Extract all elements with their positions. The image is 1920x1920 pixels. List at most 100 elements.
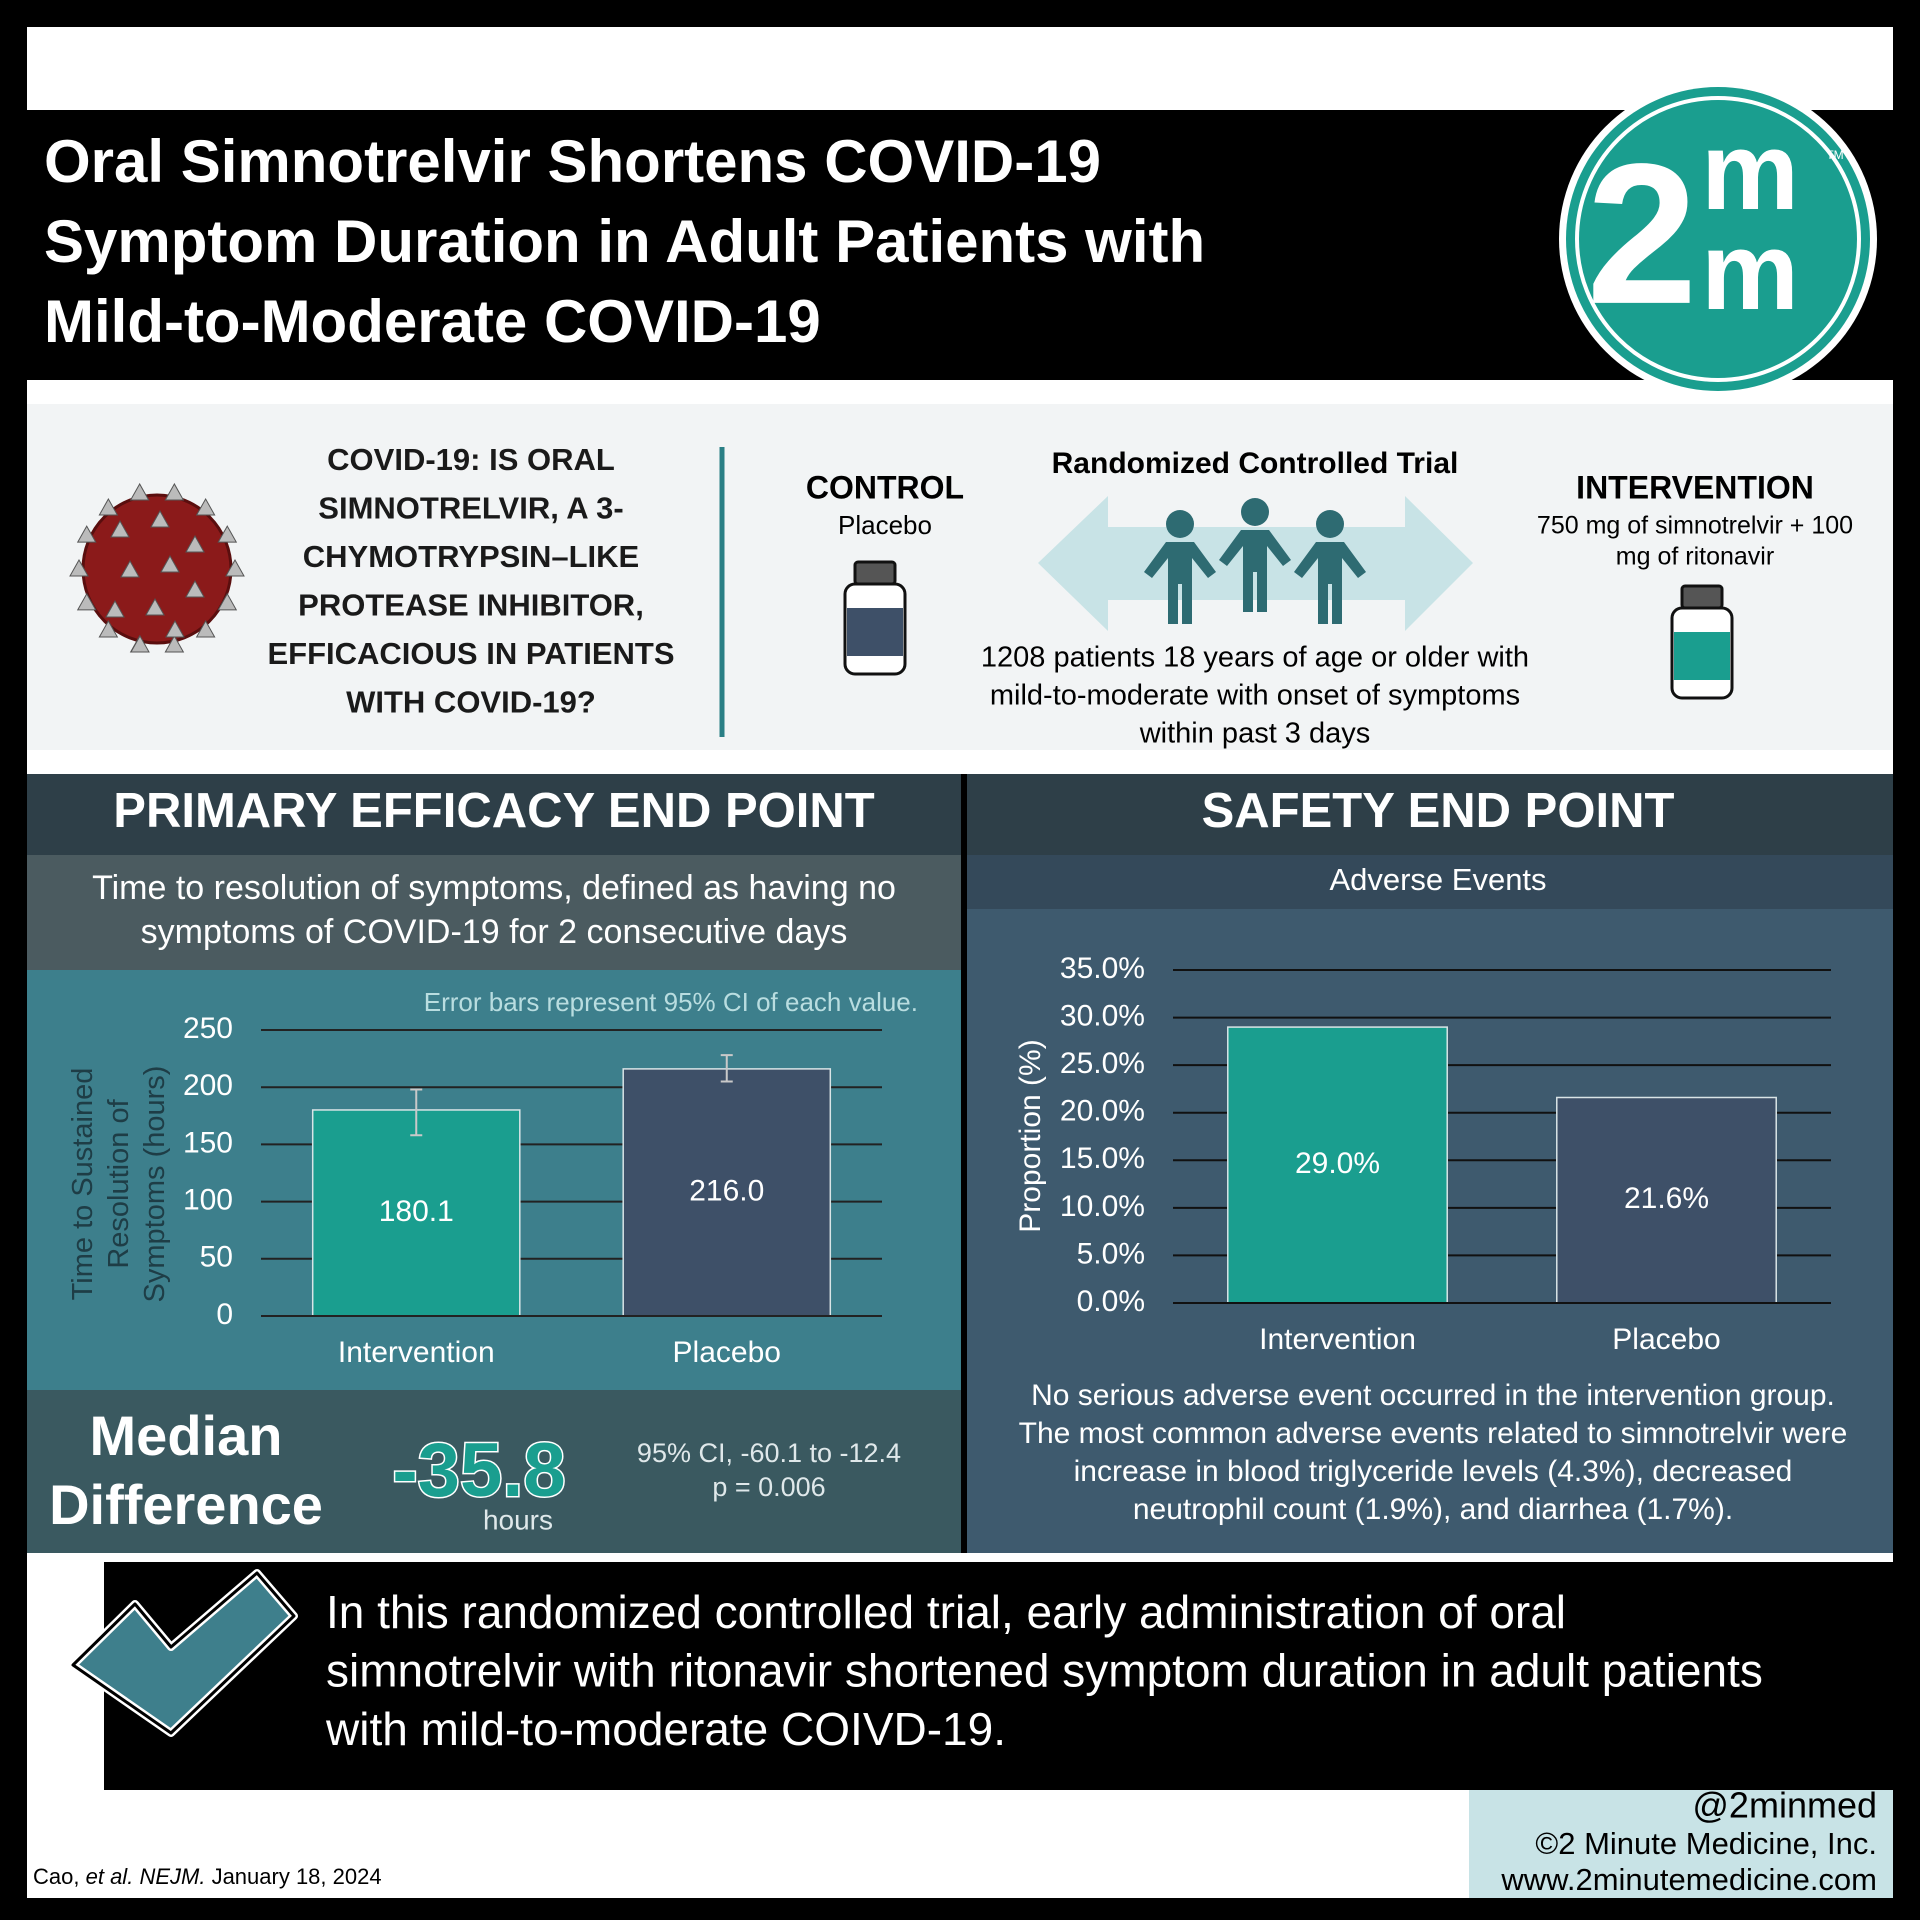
safety-note: increase in blood triglyceride levels (4… (1074, 1455, 1793, 1488)
intervention-bottle (1670, 584, 1734, 700)
y-tick-label: 5.0% (1077, 1237, 1145, 1270)
error-bar (720, 1054, 733, 1083)
safety-note: neutrophil count (1.9%), and diarrhea (1… (1133, 1493, 1733, 1526)
top-strip (27, 27, 1893, 110)
conclusion: simnotrelvir with ritonavir shortened sy… (326, 1645, 1763, 1697)
y-tick-label: 35.0% (1060, 952, 1145, 985)
virus-spike (160, 554, 180, 573)
value-label: 29.0% (1295, 1147, 1380, 1180)
y-tick-label: 0.0% (1077, 1285, 1145, 1318)
virus-spike (145, 597, 165, 616)
citation-journal: NEJM. (139, 1864, 206, 1889)
efficacy-header (27, 774, 961, 855)
virus-spike (110, 519, 130, 538)
median-band (27, 1390, 961, 1553)
y-tick-label: 0 (216, 1298, 233, 1331)
virus-spike (129, 482, 150, 501)
info-band (27, 404, 1893, 750)
citation: Cao, et al. NEJM. January 18, 2024 (33, 1864, 382, 1890)
virus-spike (98, 619, 119, 638)
endpoint-definition: Time to resolution of symptoms, defined … (92, 869, 896, 907)
conclusion: with mild-to-moderate COIVD-19. (325, 1703, 1006, 1755)
logo (1566, 87, 1870, 391)
x-tick-label: Intervention (1259, 1323, 1416, 1356)
y-tick-label: 10.0% (1060, 1190, 1145, 1223)
virus-spike (98, 497, 119, 516)
virus-spike (120, 559, 140, 578)
chart-annotation: Error bars represent 95% CI of each valu… (424, 987, 918, 1017)
question: EFFICACIOUS IN PATIENTS (267, 636, 674, 671)
conclusion: In this randomized controlled trial, ear… (326, 1586, 1566, 1638)
footer-handle: @2minmed (1692, 1785, 1877, 1826)
chart-title: Adverse Events (1329, 862, 1546, 897)
value-label: 216.0 (689, 1174, 764, 1207)
y-tick-label: 250 (183, 1012, 233, 1045)
virus-spike (130, 634, 150, 653)
question: PROTEASE INHIBITOR, (298, 588, 644, 623)
separator (27, 750, 1893, 774)
title: Symptom Duration in Adult Patients with (44, 208, 1205, 275)
y-tick-label: 30.0% (1060, 999, 1145, 1032)
median-value: -35.8 (392, 1428, 565, 1513)
virus-spike (217, 592, 238, 611)
logo-trademark: TM (1826, 148, 1843, 162)
panel-heading: SAFETY END POINT (1202, 784, 1675, 838)
median-ci: 95% CI, -60.1 to -12.4 (637, 1438, 901, 1468)
y-tick-label: 50 (200, 1241, 233, 1274)
y-axis-label: Time to Sustained Resolution of Symptoms… (67, 1065, 171, 1303)
x-tick-label: Intervention (338, 1336, 495, 1369)
virus-spike (165, 619, 185, 638)
logo-digit: 2 (1586, 123, 1697, 346)
footer-box (1469, 1790, 1893, 1898)
virus-spike (76, 525, 97, 543)
endpoint-definition: symptoms of COVID-19 for 2 consecutive d… (141, 913, 848, 951)
value-label: 180.1 (379, 1195, 454, 1228)
bar (1227, 1026, 1448, 1304)
title: Mild-to-Moderate COVID-19 (44, 288, 821, 355)
bar (311, 1109, 521, 1317)
safety-header (967, 774, 1893, 855)
control-label: CONTROL (806, 469, 964, 505)
question: SIMNOTRELVIR, A 3- (318, 491, 623, 526)
separator (27, 380, 1893, 404)
intervention-drug: mg of ritonavir (1616, 543, 1774, 571)
error-bar (410, 1088, 423, 1137)
question: WITH COVID-19? (346, 685, 596, 720)
placebo-bottle (843, 560, 907, 676)
value-label: 21.6% (1624, 1182, 1709, 1215)
logo-inner-ring (1575, 96, 1861, 382)
virus-spike (164, 635, 185, 653)
patients-icon (1144, 498, 1366, 624)
control-drug: Placebo (838, 510, 932, 540)
y-tick-label: 20.0% (1060, 1095, 1145, 1128)
median-p: p = 0.006 (712, 1472, 825, 1502)
median-label: Median (90, 1404, 283, 1467)
intervention-drug: 750 mg of simnotrelvir + 100 (1537, 512, 1853, 540)
trial-design: Randomized Controlled Trial (1052, 447, 1459, 480)
y-tick-label: 15.0% (1060, 1142, 1145, 1175)
median-label: Difference (49, 1473, 323, 1536)
logo-letter: m (1701, 210, 1799, 333)
virus-spike (185, 534, 205, 553)
virus-spike (217, 525, 238, 543)
footer-copyright: ©2 Minute Medicine, Inc. (1535, 1826, 1877, 1861)
footer-band (27, 1790, 1469, 1898)
y-axis-label: Proportion (%) (1014, 1039, 1047, 1232)
efficacy-definition-band (27, 855, 961, 970)
population: mild-to-moderate with onset of symptoms (990, 680, 1520, 712)
virus-icon (69, 482, 245, 653)
footer-website: www.2minutemedicine.com (1500, 1862, 1877, 1897)
virus-spike (69, 558, 89, 577)
citation-etal: et al. (85, 1864, 134, 1889)
safety-note: The most common adverse events related t… (1019, 1417, 1848, 1450)
panel-heading: PRIMARY EFFICACY END POINT (113, 784, 874, 838)
virus-spike (105, 599, 125, 618)
virus-spike (225, 558, 245, 577)
safety-note: No serious adverse event occurred in the… (1031, 1379, 1835, 1412)
population: within past 3 days (1139, 718, 1371, 750)
separator (27, 1553, 1893, 1562)
x-tick-label: Placebo (673, 1336, 781, 1369)
virus-spike (76, 592, 97, 611)
